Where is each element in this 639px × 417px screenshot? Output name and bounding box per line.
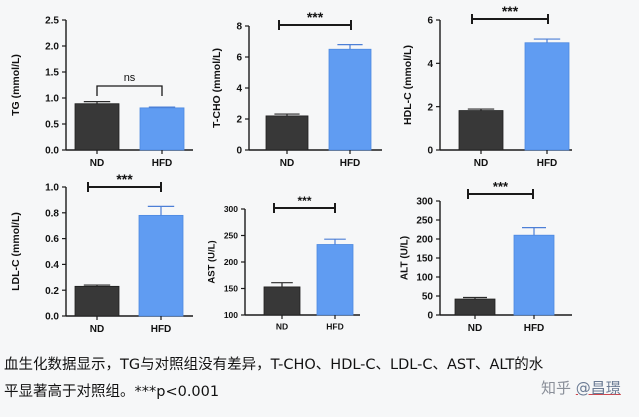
x-tick-label: HFD [152, 158, 173, 169]
significance-label: ns [124, 72, 136, 84]
y-tick-label: 0.5 [45, 120, 59, 131]
x-tick-label: HFD [326, 322, 343, 332]
x-tick-label: ND [280, 158, 294, 169]
bar-hfd [139, 107, 185, 151]
y-axis-title: HDL-C (mmol/L) [402, 45, 414, 125]
y-tick-label: 2 [427, 102, 433, 113]
y-tick-label: 50 [422, 292, 434, 303]
bar-nd [74, 285, 120, 317]
chart-panel-1: 0.0 0.5 1.0 1.5 2.0 2.5 TG (mmol/L) ND HFD ns [10, 16, 193, 169]
y-tick-label: 0.2 [45, 286, 59, 297]
chart-panel-6: 0 50 100 150 200 250 300 ALT (U/L) ND HFD *** [400, 179, 572, 334]
caption-line-1: 血生化数据显示，TG与对照组没有差异，T-CHO、HDL-C、LDL-C、AST… [4, 357, 544, 373]
y-tick-label: 0.6 [45, 234, 59, 245]
figure-panels: 0.0 0.5 1.0 1.5 2.0 2.5 TG (mmol/L) ND HFD ns 0 2 4 6… [10, 3, 572, 335]
y-tick-label: 4 [427, 59, 433, 70]
x-tick-label: ND [276, 322, 288, 332]
chart-panel-4: 0.0 0.2 0.4 0.6 0.8 1.0 LDL-C (mmol/L) ND HFD *** [10, 171, 193, 335]
x-tick-label: HFD [537, 158, 558, 169]
x-tick-label: HFD [340, 158, 361, 169]
y-tick-label: 300 [416, 197, 433, 208]
y-tick-label: 0.0 [45, 146, 59, 157]
y-tick-label: 300 [224, 204, 238, 214]
y-tick-label: 0 [427, 311, 433, 322]
x-tick-label: ND [90, 158, 104, 169]
bar-hfd [316, 244, 354, 316]
y-tick-label: 150 [224, 284, 238, 294]
caption-line-2: 平显著高于对照组。***p<0.001 [4, 384, 220, 400]
y-tick-label: 1.0 [45, 183, 59, 194]
x-tick-label: HFD [524, 323, 545, 334]
chart-panel-5: 100 150 200 250 300 AST (U/L) ND HFD *** [207, 194, 360, 332]
significance-label: *** [502, 3, 519, 19]
y-tick-label: 200 [416, 235, 433, 246]
significance-bracket [96, 85, 163, 96]
watermark-user: @昌璟 [575, 379, 621, 397]
y-tick-label: 4 [236, 84, 242, 95]
y-tick-label: 0 [427, 146, 433, 157]
y-tick-label: 200 [224, 257, 238, 267]
bar-hfd [524, 42, 570, 151]
y-axis-title: LDL-C (mmol/L) [10, 212, 22, 291]
y-tick-label: 250 [416, 216, 433, 227]
y-tick-label: 100 [224, 310, 238, 320]
significance-label: *** [116, 171, 133, 187]
y-tick-label: 0.0 [45, 312, 59, 323]
y-tick-label: 0.4 [45, 260, 59, 271]
y-axis-title: T-CHO (mmol/L) [211, 48, 223, 128]
y-tick-label: 150 [416, 254, 433, 265]
bar-hfd [138, 214, 184, 317]
watermark-site: 知乎 [541, 379, 572, 397]
bar-nd [263, 286, 301, 316]
bar-nd [458, 110, 504, 151]
bar-nd [454, 298, 496, 316]
y-tick-label: 6 [427, 16, 433, 27]
y-tick-label: 1.0 [45, 94, 59, 105]
x-tick-label: HFD [151, 324, 172, 335]
y-tick-label: 6 [236, 53, 242, 64]
bar-hfd [513, 234, 555, 316]
y-axis-title: TG (mmol/L) [10, 54, 22, 116]
significance-label: *** [307, 9, 324, 25]
y-tick-label: 2 [236, 115, 242, 126]
y-tick-label: 2.0 [45, 42, 59, 53]
x-tick-label: ND [474, 158, 488, 169]
bar-nd [265, 115, 309, 151]
y-tick-label: 0 [236, 146, 242, 157]
y-tick-label: 1.5 [45, 68, 59, 79]
x-tick-label: ND [90, 324, 104, 335]
y-tick-label: 250 [224, 231, 238, 241]
chart-panel-2: 0 2 4 6 8 T-CHO (mmol/L) ND HFD *** [211, 9, 382, 169]
x-tick-label: ND [468, 323, 482, 334]
y-axis-title: ALT (U/L) [400, 236, 411, 280]
y-tick-label: 100 [416, 273, 433, 284]
y-tick-label: 2.5 [45, 16, 59, 27]
figure-caption: 血生化数据显示，TG与对照组没有差异，T-CHO、HDL-C、LDL-C、AST… [4, 352, 635, 406]
y-axis-title: AST (U/L) [207, 240, 218, 283]
zhihu-watermark: 知乎 @昌璟 [541, 377, 621, 398]
chart-panel-3: 0 2 4 6 HDL-C (mmol/L) ND HFD *** [402, 3, 572, 169]
y-tick-label: 0.8 [45, 208, 59, 219]
y-tick-label: 8 [236, 22, 242, 33]
significance-label: *** [297, 194, 311, 208]
significance-label: *** [493, 179, 509, 194]
bar-nd [74, 103, 120, 151]
bar-hfd [328, 48, 372, 151]
